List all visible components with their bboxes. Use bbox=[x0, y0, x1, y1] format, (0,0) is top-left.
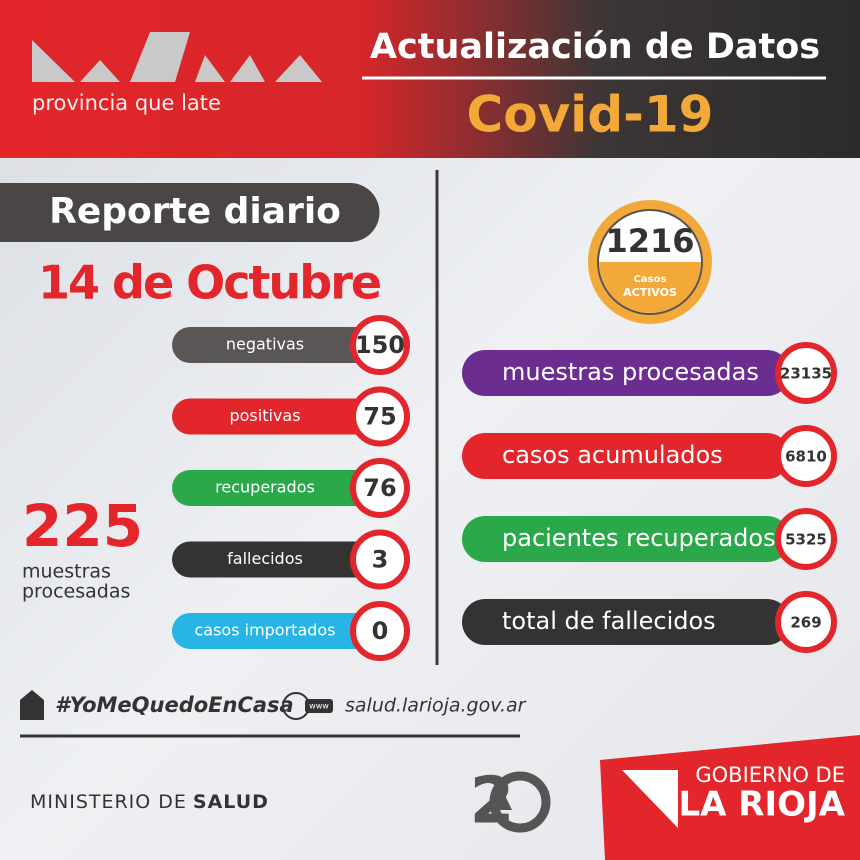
item-value: 269 bbox=[790, 614, 821, 632]
ministry-name: SALUD bbox=[193, 791, 269, 813]
item-pill bbox=[172, 398, 375, 435]
item-badge bbox=[350, 601, 410, 661]
government-name: LA RIOJA bbox=[678, 785, 845, 825]
government-logo bbox=[622, 770, 678, 828]
item-value: 75 bbox=[363, 403, 396, 431]
item-label: casos acumulados bbox=[502, 441, 723, 469]
item-label: negativas bbox=[226, 335, 304, 354]
ministry-prefix: MINISTERIO DE bbox=[30, 791, 187, 813]
item-pill bbox=[172, 327, 375, 363]
item-label: muestras procesadas bbox=[502, 358, 759, 386]
item-label: recuperados bbox=[215, 478, 315, 497]
item-badge bbox=[775, 342, 837, 404]
header-subtitle: Covid-19 bbox=[467, 86, 714, 144]
item-pill bbox=[172, 613, 375, 649]
house-icon bbox=[20, 690, 44, 720]
government-prefix: GOBIERNO DE bbox=[695, 763, 845, 787]
item-pill bbox=[462, 433, 790, 479]
item-label: total de fallecidos bbox=[502, 607, 716, 635]
item-pill bbox=[462, 599, 790, 645]
logo bbox=[32, 32, 322, 82]
item-value: 3 bbox=[372, 546, 389, 574]
report-date: 14 de Octubre bbox=[38, 256, 380, 310]
item-value: 5325 bbox=[785, 531, 827, 549]
item-list: negativas 150 positivas 75 recuperados 76 fall… bbox=[172, 315, 837, 661]
government-panel bbox=[600, 735, 860, 860]
website: salud.larioja.gov.ar bbox=[345, 695, 527, 717]
item-pill bbox=[172, 541, 375, 578]
hashtag: #YoMeQuedoEnCasa bbox=[55, 693, 294, 717]
item-badge bbox=[350, 529, 410, 590]
item-value: 23135 bbox=[780, 365, 832, 383]
report-label: Reporte diario bbox=[49, 191, 341, 232]
logo-tagline: provincia que late bbox=[32, 91, 221, 115]
www-badge bbox=[305, 699, 333, 713]
active-label: Casos bbox=[634, 274, 667, 285]
item-value: 76 bbox=[363, 474, 396, 502]
item-label: pacientes recuperados bbox=[502, 524, 776, 552]
item-value: 150 bbox=[355, 331, 405, 359]
item-badge bbox=[350, 386, 410, 447]
item-badge bbox=[350, 458, 410, 518]
item-pill bbox=[172, 470, 375, 506]
item-badge bbox=[775, 425, 837, 487]
item-badge bbox=[775, 591, 837, 653]
item-badge bbox=[775, 508, 837, 570]
anniversary-logo: 2 bbox=[470, 765, 551, 839]
item-label: positivas bbox=[229, 406, 300, 425]
www-text: www bbox=[309, 702, 329, 711]
total-value: 225 bbox=[22, 492, 143, 560]
item-value: 6810 bbox=[785, 448, 827, 466]
item-label: casos importados bbox=[194, 621, 335, 640]
item-badge bbox=[350, 315, 410, 375]
item-value: 0 bbox=[372, 617, 389, 645]
report-pill bbox=[0, 183, 380, 243]
active-label: ACTIVOS bbox=[623, 286, 677, 299]
item-pill bbox=[462, 516, 790, 562]
header-title: Actualización de Datos bbox=[370, 27, 820, 67]
total-label: muestras bbox=[22, 561, 111, 583]
ministry: MINISTERIO DE SALUD bbox=[30, 791, 269, 813]
active-half bbox=[599, 262, 701, 313]
item-pill bbox=[462, 350, 790, 396]
total-label: procesadas bbox=[22, 581, 130, 603]
item-label: fallecidos bbox=[227, 549, 303, 568]
active-value: 1216 bbox=[605, 222, 694, 260]
